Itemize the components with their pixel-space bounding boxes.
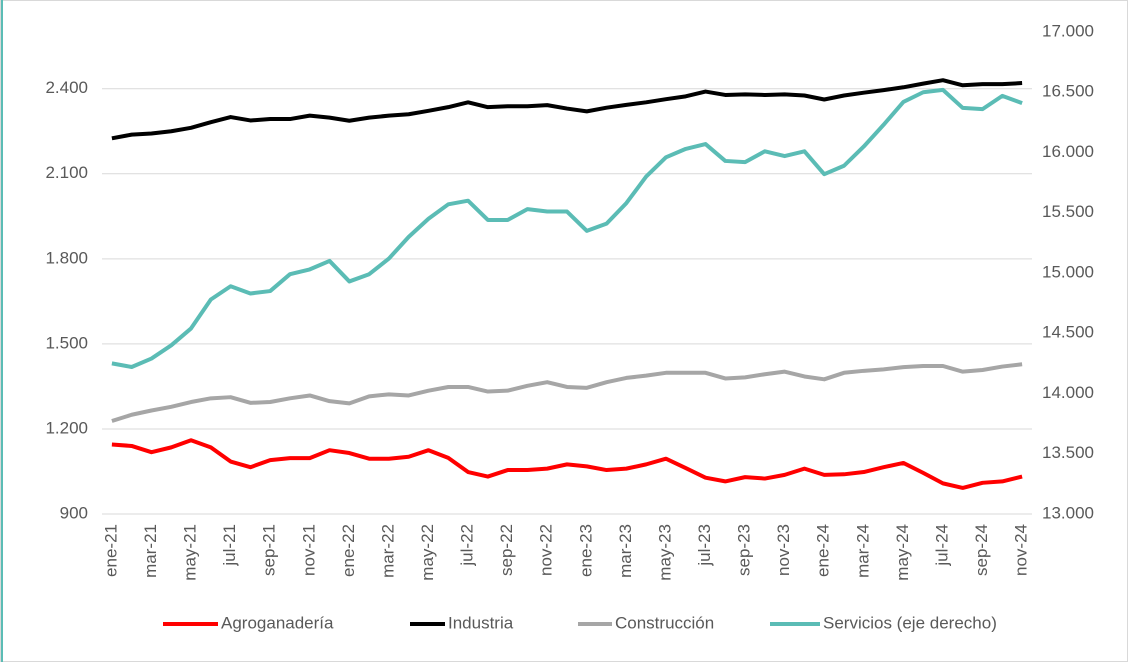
y-tick-label: 1.800	[45, 248, 88, 267]
x-tick-label: may-23	[655, 524, 674, 581]
x-tick-label: ene-23	[576, 524, 595, 577]
x-tick-label: sep-23	[735, 524, 754, 576]
y-tick-label: 2.400	[45, 78, 88, 97]
x-tick-label: may-22	[418, 524, 437, 581]
x-tick-label: ene-22	[339, 524, 358, 577]
y2-tick-label: 14.000	[1042, 383, 1094, 402]
series-line	[111, 438, 1023, 490]
y2-tick-label: 15.500	[1042, 202, 1094, 221]
x-tick-label: jul-24	[932, 524, 951, 567]
x-tick-label: sep-21	[260, 524, 279, 576]
x-tick-label: jul-22	[458, 524, 477, 567]
x-tick-label: may-21	[181, 524, 200, 581]
x-tick-label: mar-24	[853, 524, 872, 578]
legend-label: Agroganadería	[221, 613, 334, 632]
x-tick-label: jul-23	[695, 524, 714, 567]
y-tick-label: 1.500	[45, 333, 88, 352]
series-line	[111, 87, 1023, 369]
y2-tick-label: 16.500	[1042, 82, 1094, 101]
x-tick-label: nov-21	[299, 524, 318, 576]
y-tick-label: 1.200	[45, 418, 88, 437]
y-tick-label: 900	[60, 503, 88, 522]
series-line	[111, 362, 1023, 423]
y2-tick-label: 13.000	[1042, 503, 1094, 522]
legend-label: Construcción	[615, 613, 714, 632]
y-tick-label: 2.100	[45, 163, 88, 182]
y2-tick-label: 15.000	[1042, 262, 1094, 281]
x-tick-label: may-24	[893, 524, 912, 581]
x-tick-label: mar-23	[616, 524, 635, 578]
legend-label: Servicios (eje derecho)	[823, 613, 997, 632]
x-tick-label: jul-21	[220, 524, 239, 567]
x-tick-label: ene-24	[814, 524, 833, 577]
x-tick-label: ene-21	[101, 524, 120, 577]
x-tick-label: mar-21	[141, 524, 160, 578]
x-tick-label: nov-22	[537, 524, 556, 576]
y2-tick-label: 17.000	[1042, 21, 1094, 40]
y2-tick-label: 16.000	[1042, 142, 1094, 161]
x-tick-label: nov-24	[1012, 524, 1031, 576]
x-tick-label: sep-22	[497, 524, 516, 576]
legend-label: Industria	[448, 613, 514, 632]
y2-tick-label: 14.500	[1042, 323, 1094, 342]
x-tick-label: sep-24	[972, 524, 991, 576]
x-tick-label: mar-22	[378, 524, 397, 578]
y2-tick-label: 13.500	[1042, 443, 1094, 462]
x-tick-label: nov-23	[774, 524, 793, 576]
series-line	[111, 78, 1023, 141]
